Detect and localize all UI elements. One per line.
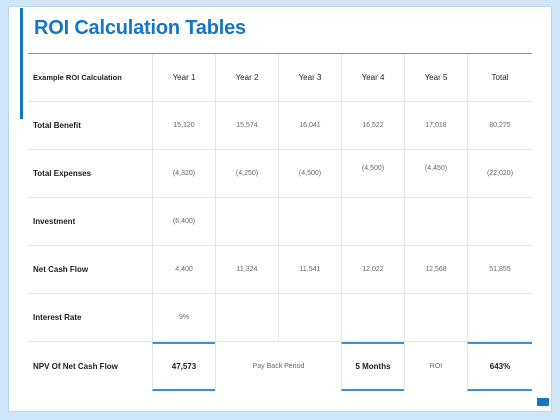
row-label-interest-rate: Interest Rate	[28, 294, 152, 342]
table-cell: (4,450)	[404, 150, 467, 198]
table-cell: 17,018	[404, 102, 467, 150]
table-cell: 9%	[152, 294, 215, 342]
npv-value: 47,573	[152, 342, 215, 391]
header-cell-year-3: Year 3	[278, 54, 341, 102]
row-label-investment: Investment	[28, 198, 152, 246]
table-cell	[467, 294, 532, 342]
page-title: ROI Calculation Tables	[34, 17, 246, 39]
title-divider	[28, 53, 532, 54]
accent-bar	[20, 8, 23, 119]
table-cell	[404, 294, 467, 342]
payback-period-value: 5 Months	[341, 342, 404, 391]
table-cell: 11,541	[278, 246, 341, 294]
table-cell: 16,041	[278, 102, 341, 150]
table-cell	[215, 294, 278, 342]
table-cell: (4,500)	[341, 150, 404, 198]
header-cell-year-1: Year 1	[152, 54, 215, 102]
table-cell: (22,020)	[467, 150, 532, 198]
table-cell: (6,400)	[152, 198, 215, 246]
table-cell	[341, 294, 404, 342]
table-cell: (4,250)	[215, 150, 278, 198]
row-label-npv: NPV Of Net Cash Flow	[33, 362, 118, 371]
header-cell-total: Total	[467, 54, 532, 102]
header-cell-year-5: Year 5	[404, 54, 467, 102]
roi-label: ROI	[404, 342, 467, 391]
table-cell	[215, 198, 278, 246]
table-cell: 51,855	[467, 246, 532, 294]
payback-period-label: Pay Back Period	[215, 342, 341, 391]
row-label-total-benefit: Total Benefit	[28, 102, 152, 150]
roi-value: 643%	[467, 342, 532, 391]
header-cell-year-4: Year 4	[341, 54, 404, 102]
table-cell	[404, 198, 467, 246]
table-cell: 12,568	[404, 246, 467, 294]
table-cell	[278, 198, 341, 246]
table-cell: 15,120	[152, 102, 215, 150]
corner-decoration	[537, 398, 549, 406]
header-cell-year-2: Year 2	[215, 54, 278, 102]
table-cell: 80,275	[467, 102, 532, 150]
table-cell: 15,574	[215, 102, 278, 150]
table-cell	[278, 294, 341, 342]
slide-frame	[8, 6, 552, 412]
table-cell: 16,522	[341, 102, 404, 150]
table-cell	[467, 198, 532, 246]
roi-table: Example ROI Calculation Year 1 Year 2 Ye…	[28, 54, 532, 391]
table-cell: 12,022	[341, 246, 404, 294]
table-cell	[341, 198, 404, 246]
row-label-total-expenses: Total Expenses	[28, 150, 152, 198]
row-label-net-cash-flow: Net Cash Flow	[28, 246, 152, 294]
table-cell: (4,320)	[152, 150, 215, 198]
table-cell: 4,400	[152, 246, 215, 294]
table-cell: (4,500)	[278, 150, 341, 198]
header-cell-label: Example ROI Calculation	[28, 54, 152, 102]
table-cell: 11,324	[215, 246, 278, 294]
